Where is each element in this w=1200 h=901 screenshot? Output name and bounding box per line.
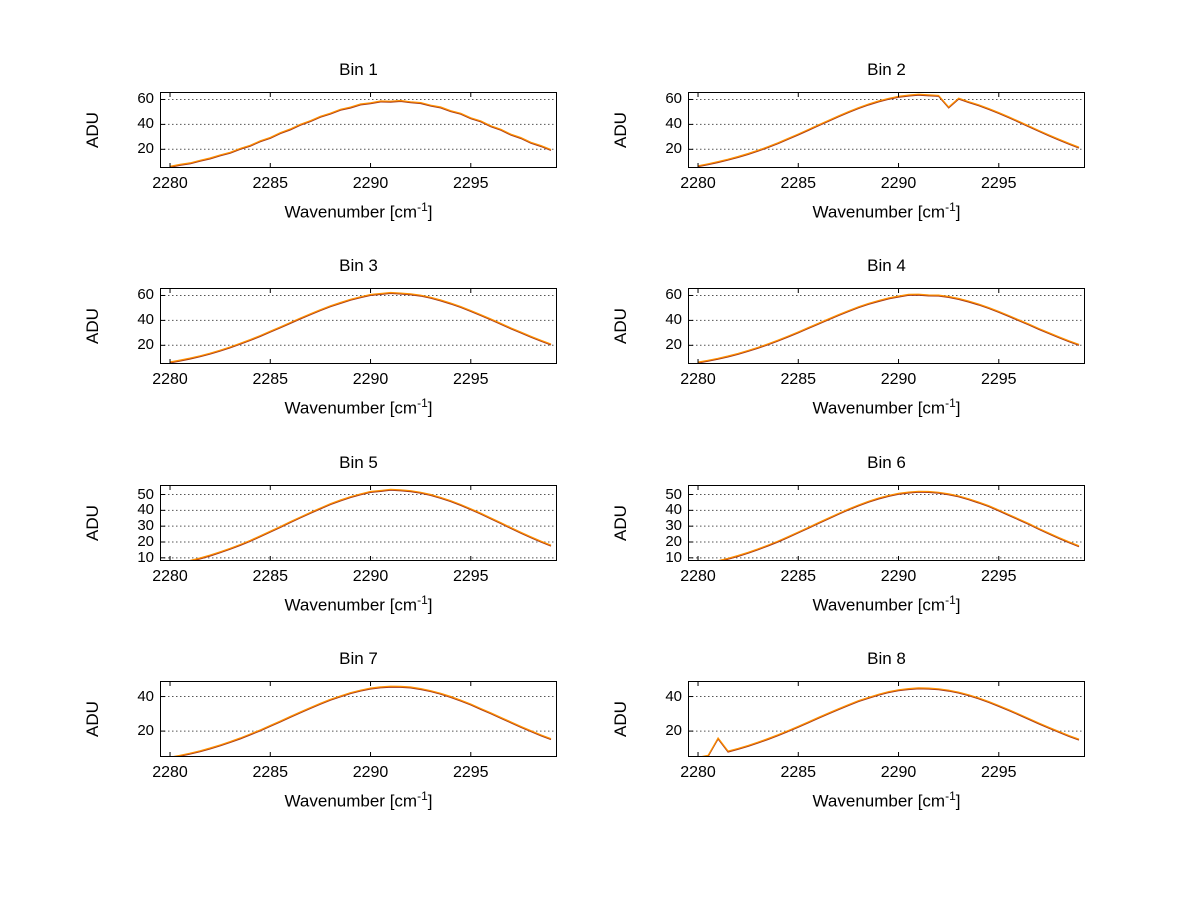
x-tick-label: 2280 bbox=[152, 371, 188, 388]
x-tick-label: 2285 bbox=[252, 764, 289, 781]
x-axis-label: Wavenumber [cm-1] bbox=[812, 396, 961, 418]
x-tick-label: 2290 bbox=[352, 371, 389, 388]
y-tick-label: 20 bbox=[137, 336, 154, 354]
plot-canvas bbox=[688, 288, 1085, 364]
y-tick-label: 50 bbox=[137, 485, 154, 503]
plot-canvas bbox=[160, 288, 557, 364]
x-tick-label: 2280 bbox=[680, 371, 716, 388]
subplot-bin-7: Bin 7 ADU Wavenumber [cm-1] 20 40 2280 2285… bbox=[55, 648, 615, 833]
subplot-bin-6: Bin 6 ADU Wavenumber [cm-1] 10 20 30 40 50 22… bbox=[583, 452, 1143, 637]
y-tick-label: 20 bbox=[665, 336, 682, 354]
y-tick-label: 60 bbox=[665, 286, 682, 304]
y-axis-label: ADU bbox=[611, 112, 630, 148]
x-tick-label: 2280 bbox=[680, 568, 716, 585]
x-tick-label: 2295 bbox=[980, 175, 1017, 192]
y-axis-label: ADU bbox=[611, 308, 630, 344]
x-tick-label: 2285 bbox=[780, 175, 817, 192]
x-axis-label: Wavenumber [cm-1] bbox=[812, 789, 961, 811]
y-tick-label: 20 bbox=[665, 140, 682, 158]
x-tick-label: 2290 bbox=[880, 175, 917, 192]
y-tick-label: 40 bbox=[665, 687, 682, 705]
x-tick-label: 2295 bbox=[980, 371, 1017, 388]
subplot-bin-5: Bin 5 ADU Wavenumber [cm-1] 10 20 30 40 50 22… bbox=[55, 452, 615, 637]
y-tick-label: 20 bbox=[137, 722, 154, 740]
plot-canvas bbox=[160, 485, 557, 561]
y-axis-label: ADU bbox=[83, 112, 102, 148]
y-axis-label: ADU bbox=[83, 701, 102, 737]
plot-title: Bin 4 bbox=[867, 256, 906, 275]
y-tick-label: 10 bbox=[665, 548, 682, 566]
subplot-bin-4: Bin 4 ADU Wavenumber [cm-1] 20 40 60 2280 22… bbox=[583, 255, 1143, 440]
y-tick-label: 40 bbox=[137, 311, 154, 329]
plot-title: Bin 3 bbox=[339, 256, 378, 275]
plot-canvas bbox=[688, 92, 1085, 168]
y-tick-label: 50 bbox=[665, 485, 682, 503]
x-tick-label: 2285 bbox=[780, 371, 817, 388]
x-tick-label: 2285 bbox=[780, 568, 817, 585]
y-tick-label: 60 bbox=[137, 90, 154, 108]
x-tick-label: 2290 bbox=[352, 764, 389, 781]
plot-canvas bbox=[688, 485, 1085, 561]
plot-canvas bbox=[688, 681, 1085, 757]
x-tick-label: 2280 bbox=[680, 175, 716, 192]
x-tick-label: 2290 bbox=[880, 371, 917, 388]
x-tick-label: 2295 bbox=[980, 764, 1017, 781]
plot-title: Bin 2 bbox=[867, 60, 906, 79]
x-tick-label: 2285 bbox=[780, 764, 817, 781]
x-tick-label: 2280 bbox=[680, 764, 716, 781]
y-tick-label: 40 bbox=[137, 115, 154, 133]
y-tick-label: 20 bbox=[137, 533, 154, 550]
x-tick-label: 2285 bbox=[252, 175, 289, 192]
y-tick-label: 20 bbox=[665, 722, 682, 740]
x-tick-label: 2285 bbox=[252, 371, 289, 388]
plot-canvas bbox=[160, 92, 557, 168]
x-tick-label: 2280 bbox=[152, 175, 188, 192]
y-tick-label: 20 bbox=[137, 140, 154, 158]
y-tick-label: 40 bbox=[137, 687, 154, 705]
x-tick-label: 2295 bbox=[452, 764, 489, 781]
x-tick-label: 2295 bbox=[452, 568, 489, 585]
x-axis-label: Wavenumber [cm-1] bbox=[812, 200, 961, 222]
y-tick-label: 10 bbox=[137, 548, 154, 566]
x-tick-label: 2285 bbox=[252, 568, 289, 585]
x-tick-label: 2280 bbox=[152, 568, 188, 585]
y-tick-label: 40 bbox=[665, 115, 682, 133]
x-tick-label: 2290 bbox=[352, 568, 389, 585]
x-axis-label: Wavenumber [cm-1] bbox=[812, 593, 961, 615]
x-tick-label: 2295 bbox=[452, 175, 489, 192]
x-tick-label: 2295 bbox=[980, 568, 1017, 585]
plot-title: Bin 7 bbox=[339, 649, 378, 668]
plot-title: Bin 8 bbox=[867, 649, 906, 668]
y-axis-label: ADU bbox=[611, 505, 630, 541]
x-tick-label: 2290 bbox=[880, 764, 917, 781]
x-tick-label: 2290 bbox=[880, 568, 917, 585]
y-tick-label: 40 bbox=[665, 501, 682, 519]
x-axis-label: Wavenumber [cm-1] bbox=[284, 789, 433, 811]
plot-title: Bin 1 bbox=[339, 60, 378, 79]
subplot-bin-1: Bin 1 ADU Wavenumber [cm-1] 20 40 60 2280 22… bbox=[55, 59, 615, 244]
y-tick-label: 40 bbox=[137, 501, 154, 519]
plot-canvas bbox=[160, 681, 557, 757]
y-axis-label: ADU bbox=[611, 701, 630, 737]
y-tick-label: 60 bbox=[137, 286, 154, 304]
y-axis-label: ADU bbox=[83, 308, 102, 344]
x-tick-label: 2295 bbox=[452, 371, 489, 388]
x-tick-label: 2290 bbox=[352, 175, 389, 192]
subplot-bin-2: Bin 2 ADU Wavenumber [cm-1] 20 40 60 2280 22… bbox=[583, 59, 1143, 244]
x-axis-label: Wavenumber [cm-1] bbox=[284, 200, 433, 222]
y-tick-label: 20 bbox=[665, 533, 682, 550]
subplot-bin-3: Bin 3 ADU Wavenumber [cm-1] 20 40 60 2280 22… bbox=[55, 255, 615, 440]
x-axis-label: Wavenumber [cm-1] bbox=[284, 593, 433, 615]
y-tick-label: 30 bbox=[137, 517, 154, 535]
plot-title: Bin 6 bbox=[867, 453, 906, 472]
plot-title: Bin 5 bbox=[339, 453, 378, 472]
x-tick-label: 2280 bbox=[152, 764, 188, 781]
y-axis-label: ADU bbox=[83, 505, 102, 541]
x-axis-label: Wavenumber [cm-1] bbox=[284, 396, 433, 418]
y-tick-label: 60 bbox=[665, 90, 682, 108]
subplot-bin-8: Bin 8 ADU Wavenumber [cm-1] 20 40 2280 2285… bbox=[583, 648, 1143, 833]
y-tick-label: 30 bbox=[665, 517, 682, 535]
y-tick-label: 40 bbox=[665, 311, 682, 329]
